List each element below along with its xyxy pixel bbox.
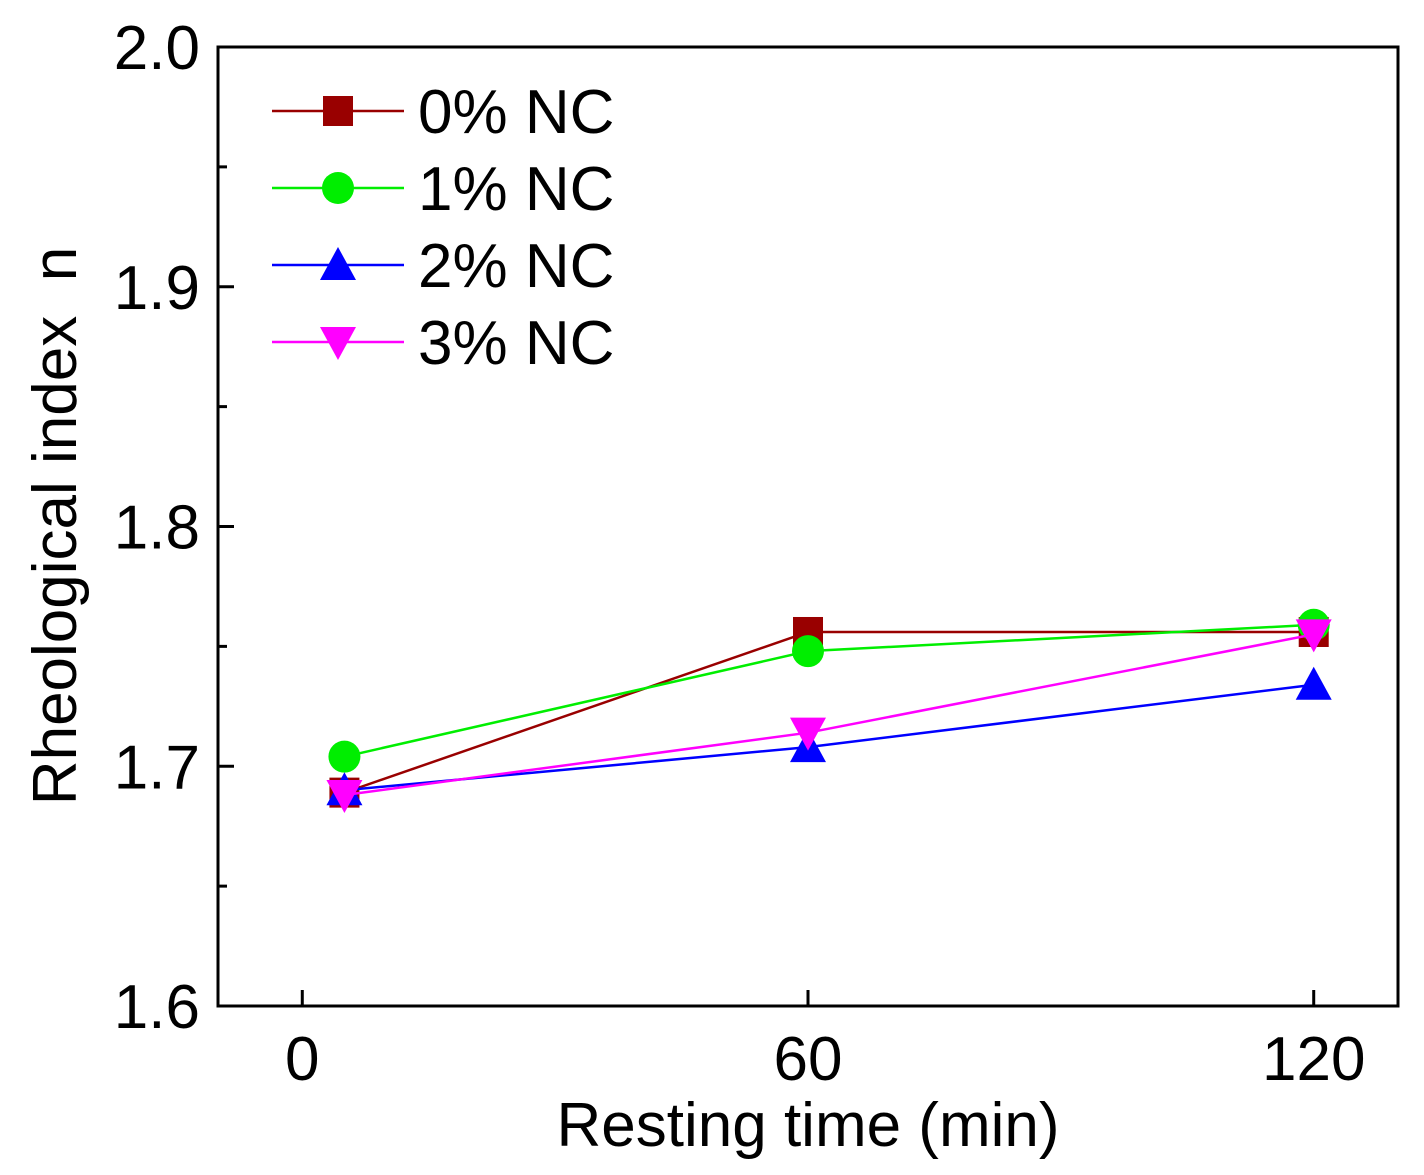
legend-label: 2% NC bbox=[418, 232, 614, 301]
series-line bbox=[344, 630, 1314, 794]
y-tick-label: 2.0 bbox=[114, 14, 200, 83]
y-tick-label: 1.8 bbox=[114, 494, 200, 563]
legend-marker bbox=[320, 327, 356, 360]
series-1 bbox=[328, 608, 1330, 773]
legend-entry: 1% NC bbox=[272, 155, 614, 224]
legend-label: 0% NC bbox=[418, 78, 614, 147]
legend-entry: 0% NC bbox=[272, 78, 614, 147]
data-point bbox=[328, 740, 361, 773]
series-3 bbox=[326, 619, 1332, 814]
data-point bbox=[326, 780, 363, 814]
legend-marker bbox=[323, 96, 353, 126]
y-tick-label: 1.6 bbox=[114, 973, 200, 1042]
series-line bbox=[344, 633, 1314, 797]
legend-entry: 2% NC bbox=[272, 232, 614, 301]
plot-frame bbox=[216, 45, 1400, 1008]
legend-marker bbox=[320, 247, 356, 280]
legend-entry: 3% NC bbox=[272, 309, 614, 378]
data-point bbox=[1295, 666, 1332, 700]
data-point bbox=[790, 717, 826, 751]
y-axis-label: Rheological index n bbox=[21, 247, 90, 805]
x-axis-label: Resting time (min) bbox=[557, 1091, 1060, 1160]
x-tick-label: 0 bbox=[285, 1025, 319, 1094]
series-2 bbox=[326, 666, 1332, 806]
legend-label: 3% NC bbox=[418, 309, 614, 378]
y-tick-label: 1.9 bbox=[114, 254, 200, 323]
data-point bbox=[1295, 619, 1332, 653]
series-0 bbox=[329, 616, 1329, 808]
legend-marker bbox=[322, 172, 354, 204]
y-tick-label: 1.7 bbox=[114, 733, 200, 802]
series-line bbox=[344, 623, 1314, 758]
data-point bbox=[792, 635, 824, 668]
legend-label: 1% NC bbox=[418, 155, 614, 224]
x-tick-label: 60 bbox=[774, 1025, 843, 1094]
x-tick-label: 120 bbox=[1262, 1025, 1365, 1094]
